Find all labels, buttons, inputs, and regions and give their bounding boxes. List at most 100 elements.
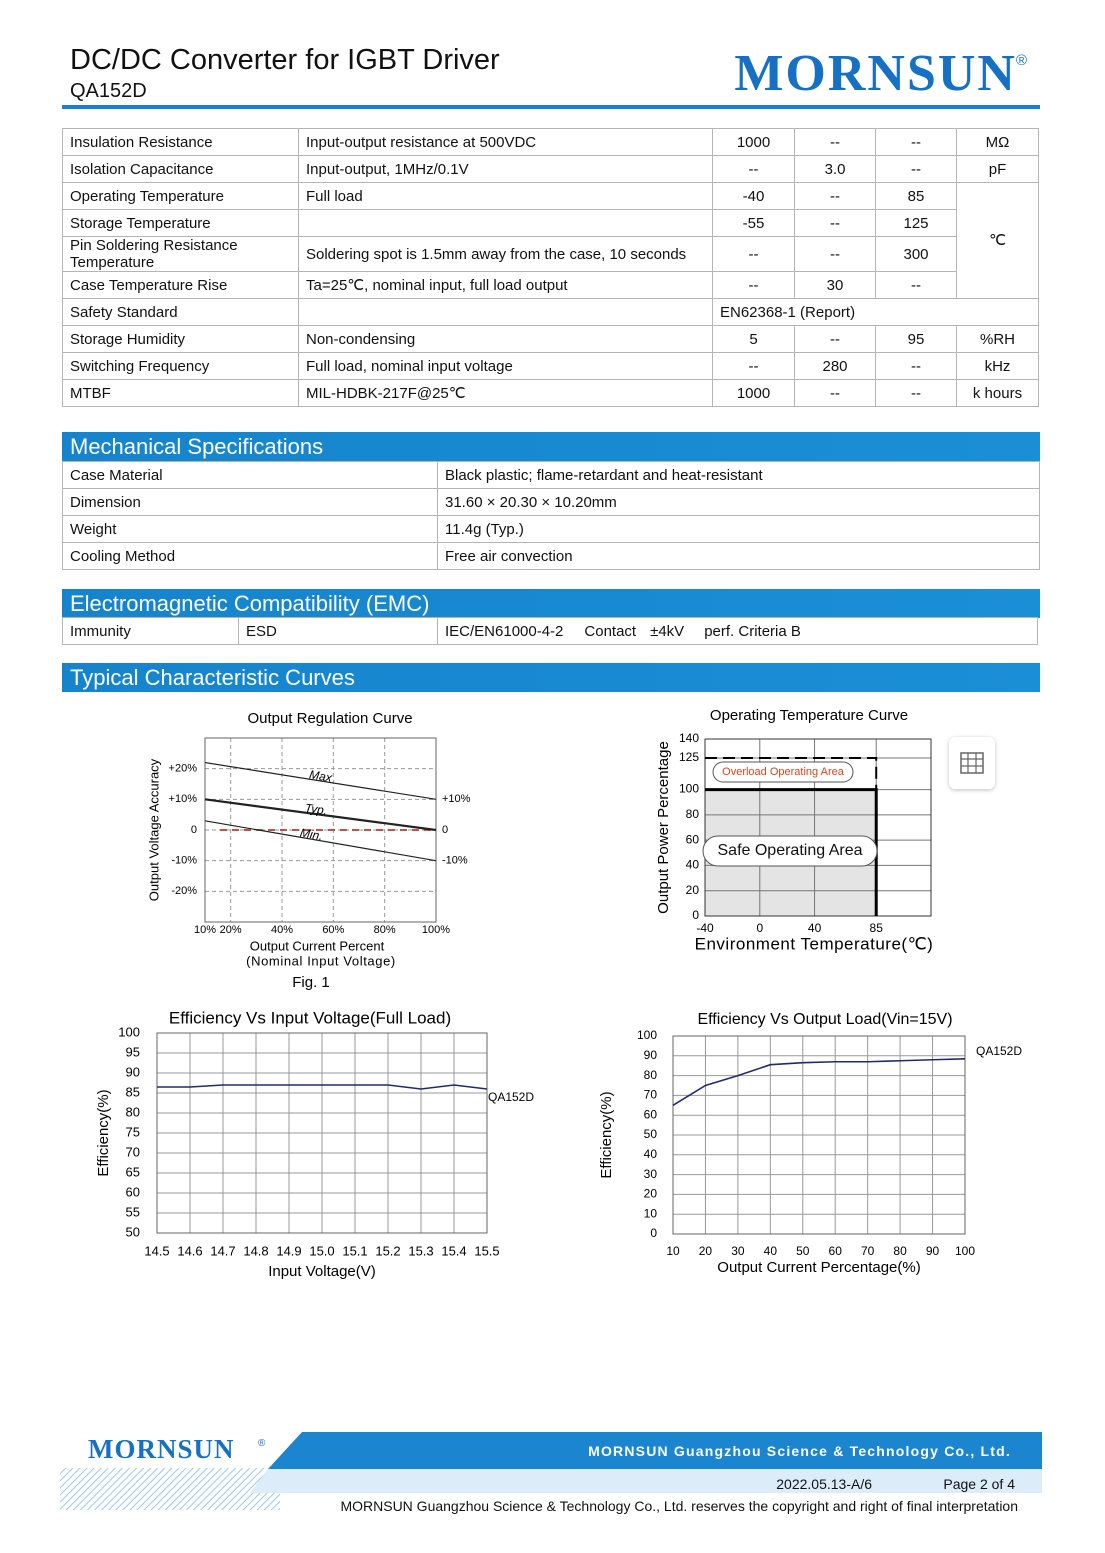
typ: -- bbox=[794, 379, 876, 407]
unit: pF bbox=[956, 155, 1039, 183]
table-row: Storage Temperature -55 -- 125 bbox=[62, 209, 1039, 237]
x-tick-label: 40 bbox=[808, 921, 822, 935]
x-tick-label: 50 bbox=[796, 1244, 810, 1258]
x-tick-label: 70 bbox=[861, 1244, 875, 1258]
y-axis-label: Efficiency(%) bbox=[95, 1089, 112, 1176]
y-tick-label: 0 bbox=[191, 824, 197, 836]
y-tick-label: 50 bbox=[644, 1127, 658, 1141]
spec-table: Insulation Resistance Input-output resist… bbox=[62, 128, 1039, 407]
series-line bbox=[204, 820, 437, 862]
plot-frame bbox=[672, 1035, 966, 1235]
table-row: Dimension 31.60 × 20.30 × 10.20mm bbox=[62, 488, 1040, 516]
item: Cooling Method bbox=[62, 542, 438, 570]
y-tick-label: 40 bbox=[644, 1147, 658, 1161]
y-axis-label: Output Power Percentage bbox=[655, 741, 672, 914]
series-label: Typ. bbox=[304, 801, 328, 818]
y-tick-label: 70 bbox=[644, 1088, 658, 1102]
x-tick-label: 30 bbox=[731, 1244, 745, 1258]
x-tick-label: 0 bbox=[756, 921, 763, 935]
series-line bbox=[204, 761, 437, 800]
min: -- bbox=[712, 155, 795, 183]
x-tick-label: 60 bbox=[829, 1244, 843, 1258]
chart-title: Output Regulation Curve bbox=[247, 710, 412, 727]
x-axis-sublabel: (Nominal Input Voltage) bbox=[246, 953, 396, 968]
unit: MΩ bbox=[956, 128, 1039, 156]
y-tick-label: 65 bbox=[126, 1164, 140, 1179]
annotation-box bbox=[712, 761, 854, 783]
empty-cell bbox=[298, 298, 713, 326]
y-tick-label: 80 bbox=[644, 1068, 658, 1082]
item: Insulation Resistance bbox=[62, 128, 299, 156]
typ: -- bbox=[794, 236, 876, 272]
x-tick-label: 15.0 bbox=[309, 1243, 334, 1258]
y-tick-label: 0 bbox=[692, 908, 699, 922]
x-tick-label: 60% bbox=[322, 924, 344, 936]
chart-title: Operating Temperature Curve bbox=[710, 707, 908, 724]
y-tick-label: 0 bbox=[650, 1226, 657, 1240]
footer-hatch bbox=[60, 1468, 280, 1510]
table-tool-button[interactable] bbox=[949, 737, 995, 789]
condition: Input-output, 1MHz/0.1V bbox=[298, 155, 713, 183]
x-tick-label: 14.9 bbox=[276, 1243, 301, 1258]
typ: -- bbox=[794, 182, 876, 210]
plot-frame bbox=[156, 1032, 488, 1234]
chart-title: Efficiency Vs Output Load(Vin=15V) bbox=[697, 1011, 952, 1028]
footer-logo-mark: ® bbox=[258, 1438, 266, 1449]
y-tick-label: -10% bbox=[171, 855, 197, 867]
min: -- bbox=[712, 352, 795, 380]
emc-table: Immunity ESD IEC/EN61000-4-2 Contact ±4kV per… bbox=[62, 617, 1038, 645]
y-axis-label: Efficiency(%) bbox=[598, 1091, 615, 1178]
y-tick-label: 40 bbox=[686, 858, 700, 872]
table-row: Pin Soldering Resistance Temperature Sold… bbox=[62, 236, 1039, 272]
table-row: MTBF MIL-HDBK-217F@25℃ 1000 -- -- k hours bbox=[62, 379, 1039, 407]
annotation-box bbox=[702, 835, 878, 867]
y2-tick-label: -10% bbox=[442, 855, 468, 867]
test: ESD bbox=[238, 617, 438, 645]
condition: Full load, nominal input voltage bbox=[298, 352, 713, 380]
condition: Input-output resistance at 500VDC bbox=[298, 128, 713, 156]
y-tick-label: 50 bbox=[126, 1224, 140, 1239]
y-tick-label: +20% bbox=[169, 763, 198, 775]
item: Operating Temperature bbox=[62, 182, 299, 210]
y-tick-label: 95 bbox=[126, 1044, 140, 1059]
max: -- bbox=[875, 379, 957, 407]
y-tick-label: 55 bbox=[126, 1204, 140, 1219]
x-axis-label: Input Voltage(V) bbox=[268, 1263, 376, 1280]
y-tick-label: 10 bbox=[644, 1206, 658, 1220]
x-axis-label: Output Current Percentage(%) bbox=[717, 1259, 920, 1276]
table-row: Immunity ESD IEC/EN61000-4-2 Contact ±4kV per… bbox=[62, 617, 1038, 645]
series-label: Min. bbox=[299, 825, 324, 843]
unit: %RH bbox=[956, 325, 1039, 353]
table-icon bbox=[960, 752, 984, 774]
x-tick-label: 40 bbox=[764, 1244, 778, 1258]
y-tick-label: 60 bbox=[644, 1107, 658, 1121]
min: -- bbox=[712, 236, 795, 272]
x-tick-label: 14.6 bbox=[177, 1243, 202, 1258]
item: Pin Soldering Resistance Temperature bbox=[62, 236, 299, 272]
typ: 3.0 bbox=[794, 155, 876, 183]
x-tick-label: 20% bbox=[220, 924, 242, 936]
min: 1000 bbox=[712, 379, 795, 407]
footer-date: 2022.05.13-A/6 bbox=[776, 1476, 872, 1492]
model: QA152D bbox=[70, 80, 147, 102]
x-tick-label: 15.2 bbox=[375, 1243, 400, 1258]
y-tick-label: 100 bbox=[118, 1024, 140, 1039]
max: -- bbox=[875, 128, 957, 156]
x-tick-label: 80 bbox=[893, 1244, 907, 1258]
table-row: Case Temperature Rise Ta=25℃, nominal inp… bbox=[62, 271, 1039, 299]
y-tick-label: 140 bbox=[679, 731, 699, 745]
footer-company: MORNSUN Guangzhou Science & Technology C… bbox=[588, 1443, 1011, 1459]
logo-mark: ® bbox=[1016, 52, 1028, 69]
value: EN62368-1 (Report) bbox=[712, 298, 1039, 326]
y-tick-label: -20% bbox=[171, 885, 197, 897]
category: Immunity bbox=[62, 617, 239, 645]
footer-page: Page 2 of 4 bbox=[943, 1476, 1015, 1492]
series-line bbox=[672, 1057, 966, 1106]
footer-band bbox=[268, 1432, 1042, 1469]
y-tick-label: 125 bbox=[679, 750, 699, 764]
condition: MIL-HDBK-217F@25℃ bbox=[298, 379, 713, 407]
min: 1000 bbox=[712, 128, 795, 156]
item: Case Temperature Rise bbox=[62, 271, 299, 299]
y-tick-label: 90 bbox=[126, 1064, 140, 1079]
